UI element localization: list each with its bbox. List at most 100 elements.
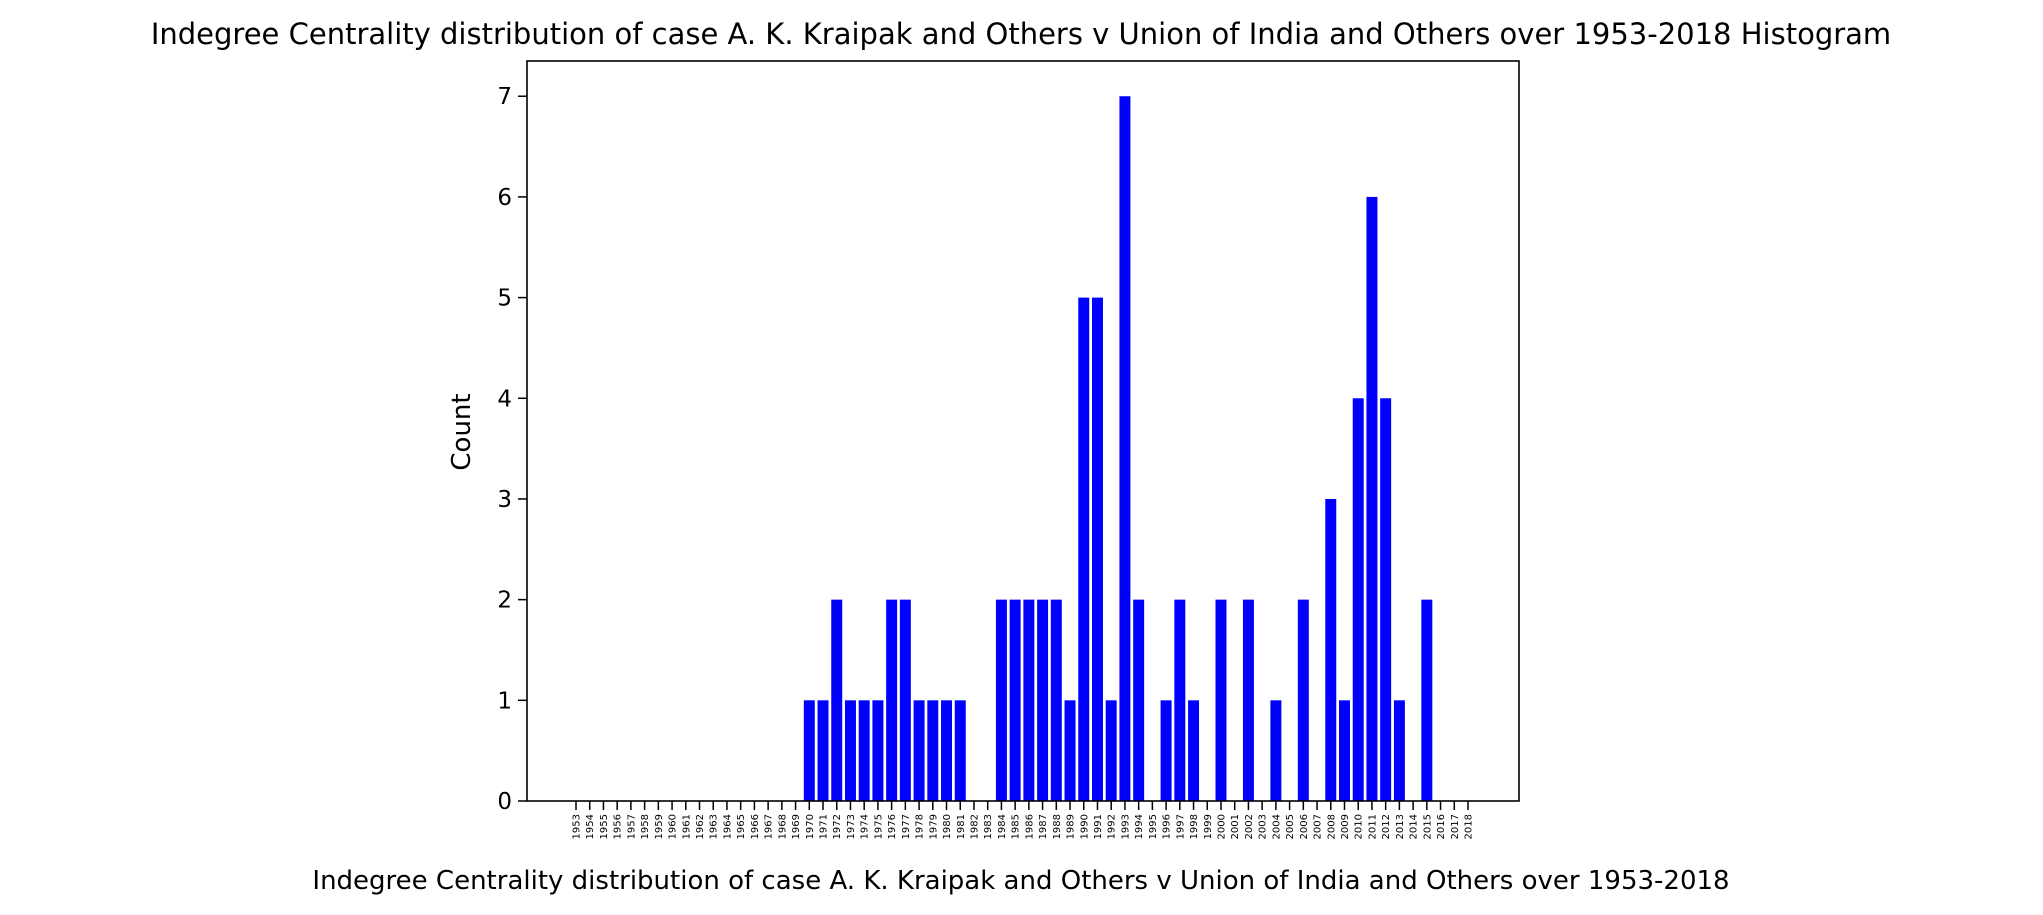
x-tick-label: 2002	[1244, 814, 1255, 839]
bars-group	[803, 96, 1433, 802]
y-tick-label: 0	[497, 789, 512, 815]
x-tick-label: 2003	[1258, 814, 1269, 839]
x-tick-label: 2001	[1230, 814, 1241, 839]
x-tick-label: 1964	[722, 814, 733, 839]
x-tick-label: 2006	[1299, 814, 1310, 839]
x-tick-label: 2010	[1354, 814, 1365, 839]
x-tick-label: 1972	[832, 814, 843, 839]
bar-1985	[1009, 599, 1021, 801]
x-tick-label: 1983	[983, 814, 994, 839]
x-tick-label: 1978	[915, 814, 926, 839]
bar-1978	[913, 700, 925, 801]
bar-2009	[1339, 700, 1350, 801]
bar-2012	[1380, 398, 1392, 801]
x-tick-label: 1985	[1011, 814, 1022, 839]
bar-2011	[1366, 196, 1378, 802]
bar-1976	[886, 599, 898, 801]
bar-1984	[995, 599, 1007, 801]
bar-1994	[1133, 599, 1145, 801]
x-tick-label: 2012	[1381, 814, 1392, 839]
x-tick-label: 1967	[764, 814, 775, 839]
y-tick-label: 1	[497, 688, 512, 714]
x-tick-label: 1960	[668, 814, 679, 839]
x-tick-label: 2014	[1409, 814, 1420, 839]
x-tick-label: 1995	[1148, 814, 1159, 839]
bar-1997	[1174, 599, 1186, 801]
bar-1991	[1091, 297, 1103, 801]
x-tick-label: 2018	[1464, 814, 1475, 839]
x-tick-label: 1974	[860, 814, 871, 839]
chart-title: Indegree Centrality distribution of case…	[151, 17, 1891, 51]
x-tick-label: 1953	[572, 814, 583, 839]
x-tick-label: 2016	[1436, 814, 1447, 839]
y-axis-label: Count	[447, 393, 477, 470]
x-tick-label: 1989	[1066, 814, 1077, 839]
x-tick-label: 2000	[1216, 814, 1227, 839]
bar-1980	[941, 700, 953, 801]
bar-1988	[1050, 599, 1062, 801]
x-tick-label: 1970	[805, 814, 816, 839]
x-tick-label: 1982	[969, 814, 980, 839]
x-tick-label: 1988	[1052, 814, 1063, 839]
x-tick-label: 1966	[750, 814, 761, 839]
y-tick-label: 2	[497, 588, 512, 614]
bar-1993	[1119, 96, 1131, 802]
x-tick-label: 1999	[1203, 814, 1214, 839]
x-tick-label: 1954	[585, 814, 596, 839]
x-tick-label: 1959	[654, 814, 665, 839]
bar-1971	[817, 700, 829, 801]
x-tick-label: 1984	[997, 814, 1008, 839]
y-tick-label: 7	[497, 84, 512, 110]
bar-1990	[1078, 297, 1090, 801]
bar-2008	[1325, 498, 1337, 801]
x-tick-label: 2008	[1326, 814, 1337, 839]
x-tick-label: 1993	[1120, 814, 1131, 839]
x-tick-label: 2005	[1285, 814, 1296, 839]
x-tick-label: 1956	[613, 814, 624, 839]
bar-2004	[1270, 700, 1282, 801]
x-tick-label: 1971	[819, 814, 830, 839]
x-tick-label: 1986	[1024, 814, 1035, 839]
bar-1989	[1064, 700, 1076, 801]
bar-2013	[1393, 700, 1405, 801]
x-tick-label: 1994	[1134, 814, 1145, 839]
bar-1996	[1160, 700, 1172, 801]
plot-frame	[526, 60, 1520, 802]
x-tick-label: 1996	[1162, 814, 1173, 839]
x-tick-label: 2011	[1367, 814, 1378, 839]
x-tick-label: 2009	[1340, 814, 1351, 839]
x-axis-label: Indegree Centrality distribution of case…	[312, 866, 1729, 896]
y-tick-label: 6	[497, 185, 512, 211]
x-tick-label: 1965	[736, 814, 747, 839]
x-tick-label: 1991	[1093, 814, 1104, 839]
bar-2000	[1215, 599, 1227, 801]
bar-1977	[899, 599, 911, 801]
bar-2006	[1297, 599, 1309, 801]
x-tick-label: 1955	[599, 814, 610, 839]
bar-1979	[927, 700, 939, 801]
x-tick-label: 2017	[1450, 814, 1461, 839]
x-tick-label: 1957	[626, 814, 637, 839]
x-tick-label: 1968	[777, 814, 788, 839]
x-tick-label: 2007	[1313, 814, 1324, 839]
x-tick-label: 1962	[695, 814, 706, 839]
bar-1981	[954, 700, 966, 801]
y-tick-label: 3	[497, 487, 512, 513]
bar-1972	[831, 599, 843, 801]
x-tick-label: 2013	[1395, 814, 1406, 839]
bar-2010	[1352, 398, 1364, 801]
bar-1973	[844, 700, 856, 801]
bar-2015	[1421, 599, 1433, 801]
x-axis: 1953 1954 1955 1956 1957 1958 1959 1960 1961 1962…	[572, 801, 1475, 839]
x-tick-label: 1975	[873, 814, 884, 839]
x-tick-label: 1973	[846, 814, 857, 839]
x-tick-label: 1997	[1175, 814, 1186, 839]
y-axis: 0 1 2 3 4 5 6 7	[497, 84, 527, 815]
x-tick-label: 1969	[791, 814, 802, 839]
x-tick-label: 1980	[942, 814, 953, 839]
x-tick-label: 1992	[1107, 814, 1118, 839]
x-tick-label: 1961	[681, 814, 692, 839]
x-tick-label: 1987	[1038, 814, 1049, 839]
y-tick-label: 5	[497, 286, 512, 312]
x-tick-label: 1958	[640, 814, 651, 839]
